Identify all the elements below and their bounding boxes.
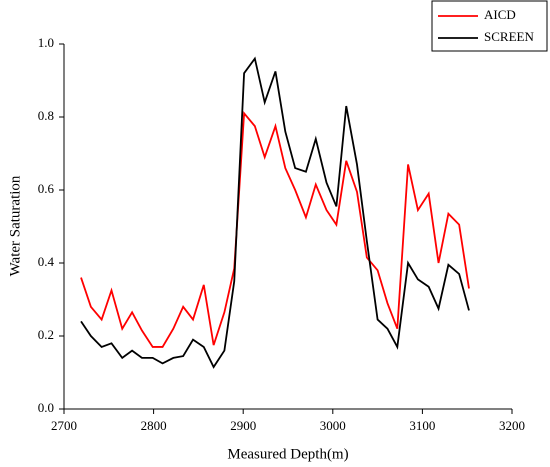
y-tick-label: 0.0	[38, 400, 54, 415]
y-tick-label: 0.6	[38, 181, 55, 196]
x-tick-label: 2900	[230, 418, 256, 433]
legend-box	[431, 0, 548, 52]
series-line	[80, 111, 470, 348]
x-tick-label: 3100	[409, 418, 435, 433]
x-tick-label: 3200	[499, 418, 525, 433]
x-axis-title: Measured Depth(m)	[227, 446, 348, 462]
legend-label: AICD	[484, 7, 516, 22]
series-line	[80, 56, 470, 369]
x-tick-label: 2700	[51, 418, 77, 433]
y-tick-label: 0.8	[38, 108, 54, 123]
y-tick-label: 0.4	[38, 254, 55, 269]
x-tick-label: 3000	[320, 418, 346, 433]
x-tick-label: 2800	[141, 418, 167, 433]
y-tick-label: 1.0	[38, 35, 54, 50]
y-axis-title: Water Saturation	[7, 175, 23, 276]
y-tick-label: 0.2	[38, 327, 54, 342]
legend-label: SCREEN	[484, 29, 534, 44]
